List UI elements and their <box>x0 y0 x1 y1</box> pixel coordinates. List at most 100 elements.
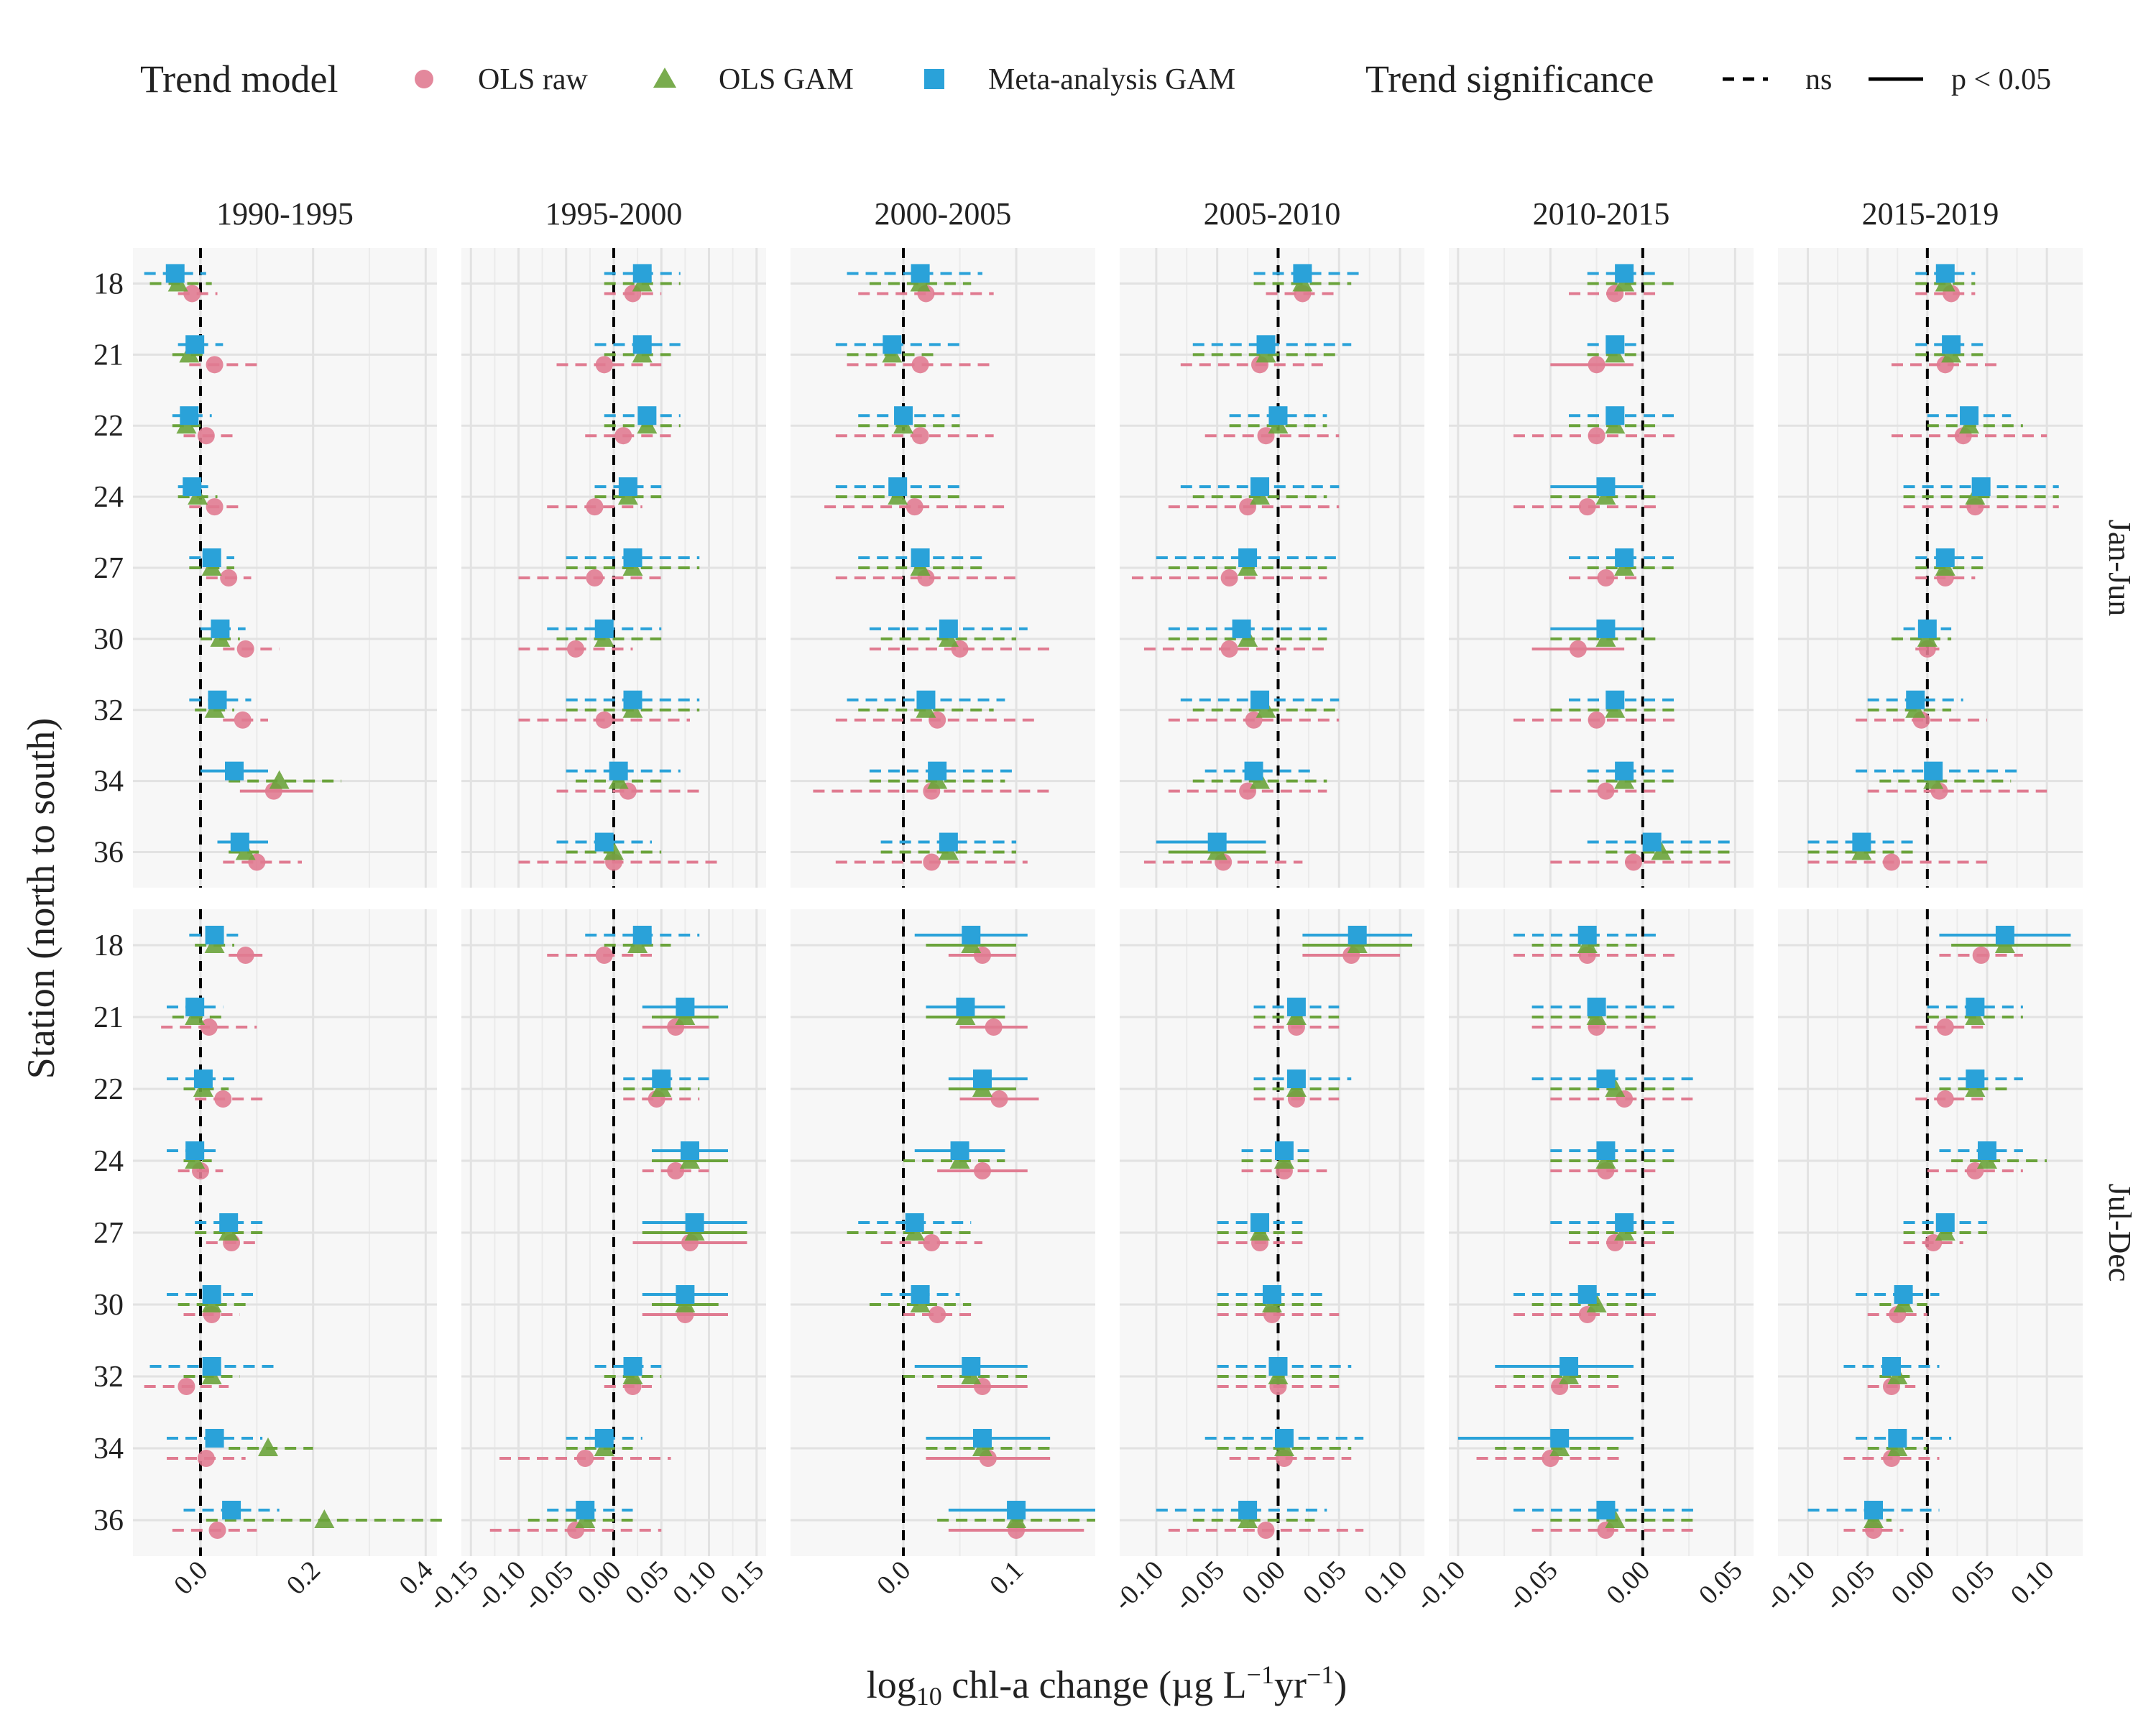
point-meta-analysis-gam-jul-dec-2000-2005-36 <box>1007 1501 1026 1519</box>
point-ols-gam-jan-jun-1995-2000-36 <box>604 841 624 860</box>
point-meta-analysis-gam-jan-jun-1995-2000-21 <box>632 335 652 354</box>
x-tick-label-1990-1995-0: 0.0 <box>168 1555 213 1601</box>
x-tick-label-2010-2015-1: -0.05 <box>1502 1555 1564 1617</box>
x-tick-label-1995-2000-0: -0.15 <box>423 1555 484 1617</box>
strip-label-jan-jun: Jan-Jun <box>2102 520 2137 616</box>
point-meta-analysis-gam-jul-dec-1995-2000-24 <box>681 1141 699 1160</box>
strip-bg-1995-2000 <box>461 190 766 242</box>
point-ols-gam-jul-dec-1990-1995-34 <box>258 1438 278 1456</box>
point-meta-analysis-gam-jan-jun-1995-2000-18 <box>632 264 652 283</box>
point-meta-analysis-gam-jan-jun-2015-2019-32 <box>1906 690 1925 709</box>
x-tick-label-2015-2019-2: 0.00 <box>1885 1555 1940 1611</box>
point-ols-raw-jul-dec-1990-1995-21 <box>200 1018 218 1036</box>
point-meta-analysis-gam-jul-dec-2000-2005-21 <box>956 998 975 1016</box>
point-meta-analysis-gam-jan-jun-1990-1995-21 <box>185 335 205 354</box>
point-meta-analysis-gam-jan-jun-1990-1995-32 <box>208 690 227 709</box>
y-tick-label-jan-jun-27: 27 <box>93 552 124 585</box>
point-meta-analysis-gam-jul-dec-2005-2010-30 <box>1263 1285 1281 1304</box>
point-meta-analysis-gam-jul-dec-1990-1995-18 <box>205 926 224 944</box>
legend-label-p005: p < 0.05 <box>1951 63 2051 96</box>
point-meta-analysis-gam-jul-dec-2010-2015-22 <box>1596 1070 1616 1088</box>
point-ols-raw-jan-jun-2010-2015-24 <box>1578 498 1596 516</box>
point-ols-raw-jan-jun-2000-2005-22 <box>911 427 929 445</box>
point-meta-analysis-gam-jan-jun-2010-2015-27 <box>1615 548 1634 567</box>
legend-key-ols-raw-icon <box>415 70 433 88</box>
strip-bg-2000-2005 <box>791 190 1095 242</box>
point-ols-raw-jul-dec-1990-1995-36 <box>208 1522 226 1539</box>
x-tick-label-1995-2000-5: 0.10 <box>667 1555 722 1611</box>
point-meta-analysis-gam-jan-jun-1995-2000-36 <box>594 832 614 852</box>
strip-label-2005-2010: 2005-2010 <box>1204 196 1341 231</box>
point-ols-raw-jul-dec-1995-2000-34 <box>576 1450 594 1467</box>
point-meta-analysis-gam-jan-jun-2005-2010-36 <box>1207 832 1227 852</box>
point-meta-analysis-gam-jan-jun-1995-2000-32 <box>623 690 642 709</box>
point-meta-analysis-gam-jan-jun-2015-2019-36 <box>1852 832 1871 852</box>
point-meta-analysis-gam-jul-dec-1995-2000-22 <box>652 1070 671 1088</box>
x-tick-label-2010-2015-2: 0.00 <box>1600 1555 1656 1611</box>
point-meta-analysis-gam-jul-dec-2010-2015-21 <box>1587 998 1606 1016</box>
point-meta-analysis-gam-jul-dec-2005-2010-27 <box>1250 1213 1270 1232</box>
point-meta-analysis-gam-jan-jun-2015-2019-24 <box>1971 477 1991 497</box>
point-meta-analysis-gam-jan-jun-2005-2010-18 <box>1293 264 1312 283</box>
point-meta-analysis-gam-jan-jun-2005-2010-32 <box>1250 690 1270 709</box>
x-axis-title-exp2: −1 <box>1307 1660 1334 1689</box>
point-ols-raw-jan-jun-1995-2000-22 <box>614 427 632 445</box>
x-tick-label-2005-2010-0: -0.10 <box>1108 1555 1170 1617</box>
y-tick-label-jan-jun-36: 36 <box>93 837 124 870</box>
point-meta-analysis-gam-jan-jun-2000-2005-21 <box>883 335 902 354</box>
point-meta-analysis-gam-jan-jun-2010-2015-34 <box>1615 761 1634 781</box>
y-tick-label-jan-jun-22: 22 <box>93 410 124 443</box>
point-ols-raw-jan-jun-2000-2005-21 <box>911 356 929 374</box>
legend-key-ols-gam-icon <box>653 68 676 88</box>
point-ols-raw-jan-jun-1995-2000-30 <box>567 640 584 658</box>
strip-bg-2015-2019 <box>1778 190 2083 242</box>
point-meta-analysis-gam-jan-jun-1990-1995-30 <box>211 619 230 638</box>
point-meta-analysis-gam-jan-jun-2005-2010-24 <box>1250 477 1270 497</box>
x-tick-label-2005-2010-3: 0.05 <box>1297 1555 1353 1611</box>
point-meta-analysis-gam-jul-dec-2010-2015-34 <box>1550 1429 1570 1448</box>
y-tick-label-jul-dec-34: 34 <box>93 1432 124 1466</box>
point-meta-analysis-gam-jul-dec-2015-2019-21 <box>1966 998 1985 1016</box>
point-meta-analysis-gam-jan-jun-2000-2005-27 <box>911 548 930 567</box>
point-meta-analysis-gam-jan-jun-1995-2000-27 <box>623 548 642 567</box>
x-tick-label-2005-2010-2: 0.00 <box>1236 1555 1291 1611</box>
legend: Trend model OLS raw OLS GAM Meta-analysi… <box>140 58 2051 101</box>
point-meta-analysis-gam-jul-dec-2000-2005-18 <box>962 926 981 944</box>
y-axis-title: Station (north to south) <box>19 718 63 1079</box>
point-ols-gam-jul-dec-1990-1995-36 <box>314 1509 335 1528</box>
point-ols-raw-jan-jun-2005-2010-30 <box>1220 640 1238 658</box>
legend-label-ns: ns <box>1805 63 1832 96</box>
point-ols-raw-jan-jun-2010-2015-34 <box>1597 782 1615 800</box>
point-ols-raw-jul-dec-2000-2005-24 <box>973 1162 991 1179</box>
point-meta-analysis-gam-jan-jun-2015-2019-27 <box>1935 548 1955 567</box>
x-tick-label-1995-2000-2: -0.05 <box>517 1555 579 1617</box>
x-tick-label-1995-2000-1: -0.10 <box>470 1555 532 1617</box>
point-meta-analysis-gam-jul-dec-2005-2010-22 <box>1286 1070 1306 1088</box>
x-tick-label-2010-2015-3: 0.05 <box>1693 1555 1749 1611</box>
point-ols-raw-jan-jun-1995-2000-27 <box>586 569 604 586</box>
strip-label-2010-2015: 2010-2015 <box>1533 196 1670 231</box>
x-tick-label-1995-2000-4: 0.05 <box>619 1555 675 1611</box>
point-meta-analysis-gam-jan-jun-1990-1995-18 <box>165 264 185 283</box>
point-ols-raw-jan-jun-1990-1995-18 <box>183 285 201 303</box>
y-tick-label-jan-jun-30: 30 <box>93 623 124 656</box>
x-tick-label-2005-2010-4: 0.10 <box>1358 1555 1414 1611</box>
point-meta-analysis-gam-jul-dec-2015-2019-36 <box>1864 1501 1884 1519</box>
x-tick-label-2015-2019-0: -0.10 <box>1759 1555 1821 1617</box>
strip-label-2015-2019: 2015-2019 <box>1862 196 1999 231</box>
point-ols-raw-jan-jun-2010-2015-21 <box>1588 356 1606 374</box>
point-meta-analysis-gam-jul-dec-2005-2010-21 <box>1286 998 1306 1016</box>
strip-label-2000-2005: 2000-2005 <box>875 196 1012 231</box>
point-ols-raw-jul-dec-2000-2005-22 <box>990 1090 1008 1108</box>
strip-label-1990-1995: 1990-1995 <box>216 196 354 231</box>
point-meta-analysis-gam-jul-dec-1995-2000-36 <box>576 1501 595 1519</box>
y-tick-label-jul-dec-30: 30 <box>93 1289 124 1322</box>
point-ols-raw-jul-dec-1995-2000-18 <box>595 947 613 964</box>
point-meta-analysis-gam-jan-jun-1990-1995-22 <box>180 406 199 426</box>
point-meta-analysis-gam-jan-jun-2010-2015-22 <box>1606 406 1625 426</box>
x-tick-label-2000-2005-0: 0.0 <box>871 1555 916 1601</box>
point-meta-analysis-gam-jul-dec-1995-2000-21 <box>676 998 695 1016</box>
x-tick-label-2015-2019-1: -0.05 <box>1819 1555 1881 1617</box>
point-meta-analysis-gam-jul-dec-2010-2015-18 <box>1577 926 1597 944</box>
legend-key-meta-gam-icon <box>924 69 944 89</box>
